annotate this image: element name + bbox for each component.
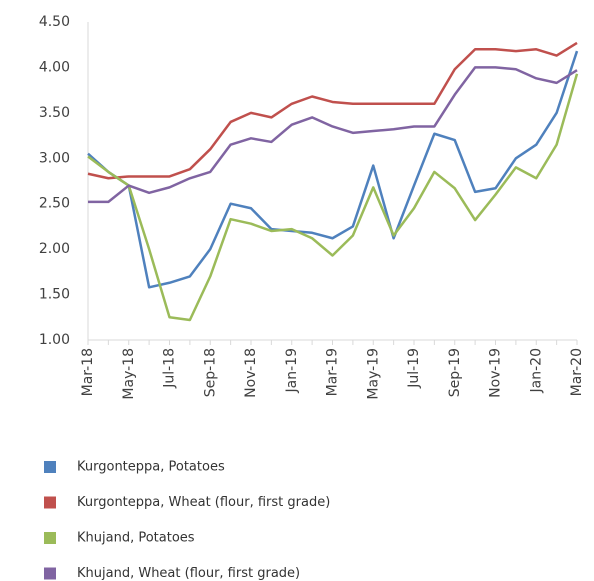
legend-swatch: [44, 496, 56, 509]
x-tick-label: Sep-19: [447, 348, 463, 397]
x-tick-label: Jul-19: [406, 348, 422, 389]
legend-swatch: [44, 532, 56, 544]
y-tick-label: 4.50: [39, 14, 70, 30]
legend-label: Kurgonteppa, Wheat (flour, first grade): [77, 495, 330, 510]
y-tick-label: 1.00: [39, 332, 70, 348]
series-line: [88, 66, 578, 204]
y-tick-label: 3.00: [39, 150, 70, 166]
x-tick-label: Jan-20: [528, 348, 544, 393]
legend-swatch: [44, 461, 56, 473]
x-tick-label: Jan-19: [284, 348, 300, 393]
legend-label: Khujand, Potatoes: [77, 531, 195, 546]
x-tick-label: Nov-18: [243, 348, 259, 398]
x-tick-label: Jul-18: [162, 348, 178, 389]
legend-swatch: [44, 567, 56, 580]
y-tick-label: 4.00: [39, 59, 70, 75]
legend-label: Kurgonteppa, Potatoes: [77, 460, 225, 475]
series-line: [87, 73, 579, 322]
series-line: [87, 41, 578, 180]
legend-label: Khujand, Wheat (flour, first grade): [77, 566, 300, 581]
x-tick-label: Mar-20: [569, 348, 585, 396]
y-tick-label: 1.50: [39, 287, 70, 303]
x-tick-label: Sep-18: [202, 348, 218, 397]
y-tick-label: 2.50: [39, 196, 70, 212]
series-line: [87, 50, 579, 289]
x-tick-label: Mar-18: [80, 348, 96, 396]
y-tick-label: 2.00: [39, 241, 70, 257]
x-tick-label: May-18: [121, 348, 137, 400]
y-tick-label: 3.50: [39, 105, 70, 121]
x-tick-label: May-19: [365, 348, 381, 400]
x-tick-label: Mar-19: [325, 348, 341, 396]
x-tick-label: Nov-19: [488, 348, 504, 398]
